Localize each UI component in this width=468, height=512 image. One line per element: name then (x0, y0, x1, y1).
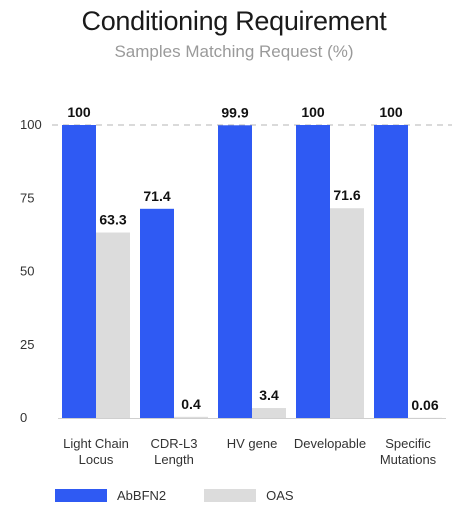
x-tick-label-line: CDR-L3 (151, 436, 198, 451)
bar-abbfn2-0 (62, 125, 96, 418)
x-tick-label-line: Developable (294, 436, 366, 451)
data-label: 0.4 (181, 396, 201, 412)
bar-abbfn2-4 (374, 125, 408, 418)
bar-abbfn2-1 (140, 208, 174, 418)
bar-oas-3 (330, 208, 364, 418)
x-tick-label-line: Length (154, 452, 194, 467)
data-label: 0.06 (411, 397, 438, 413)
legend-swatch-oas (204, 489, 257, 502)
y-tick-label: 25 (20, 337, 34, 352)
y-tick-label: 50 (20, 264, 34, 279)
data-label: 99.9 (221, 104, 248, 120)
legend-item-oas: OAS (204, 488, 294, 503)
data-label: 71.4 (143, 188, 170, 204)
bar-oas-2 (252, 408, 286, 418)
bar-oas-0 (96, 232, 130, 418)
data-label: 3.4 (259, 387, 279, 403)
bar-oas-1 (174, 416, 208, 418)
y-tick-label: 0 (20, 410, 27, 425)
x-tick-label: Light Chain Locus (63, 436, 129, 467)
chart-subtitle: Samples Matching Request (%) (114, 42, 354, 61)
data-label: 63.3 (99, 212, 126, 228)
x-tick-label: Specific Mutations (380, 436, 437, 467)
x-tick-label: Developable (294, 436, 366, 451)
chart-title: Conditioning Requirement (81, 6, 387, 36)
x-tick-label-line: Mutations (380, 452, 437, 467)
x-tick-label-line: HV gene (227, 436, 278, 451)
x-tick-label-line: Light Chain (63, 436, 129, 451)
y-tick-label: 100 (20, 117, 42, 132)
x-tick-label: HV gene (227, 436, 278, 451)
x-tick-label-line: Specific (385, 436, 431, 451)
x-tick-label-line: Locus (79, 452, 114, 467)
y-tick-label: 75 (20, 190, 34, 205)
x-tick-label: CDR-L3 Length (151, 436, 198, 467)
data-label: 100 (379, 104, 403, 120)
data-label: 100 (67, 104, 91, 120)
legend-label-abbfn2: AbBFN2 (117, 488, 167, 503)
bar-abbfn2-3 (296, 125, 330, 418)
bar-abbfn2-2 (218, 125, 252, 418)
data-label: 71.6 (333, 187, 360, 203)
legend-label-oas: OAS (266, 488, 294, 503)
chart-legend: AbBFN2 OAS (55, 488, 332, 503)
legend-swatch-abbfn2 (55, 489, 107, 502)
data-label: 100 (301, 104, 325, 120)
legend-item-abbfn2: AbBFN2 (55, 488, 166, 503)
